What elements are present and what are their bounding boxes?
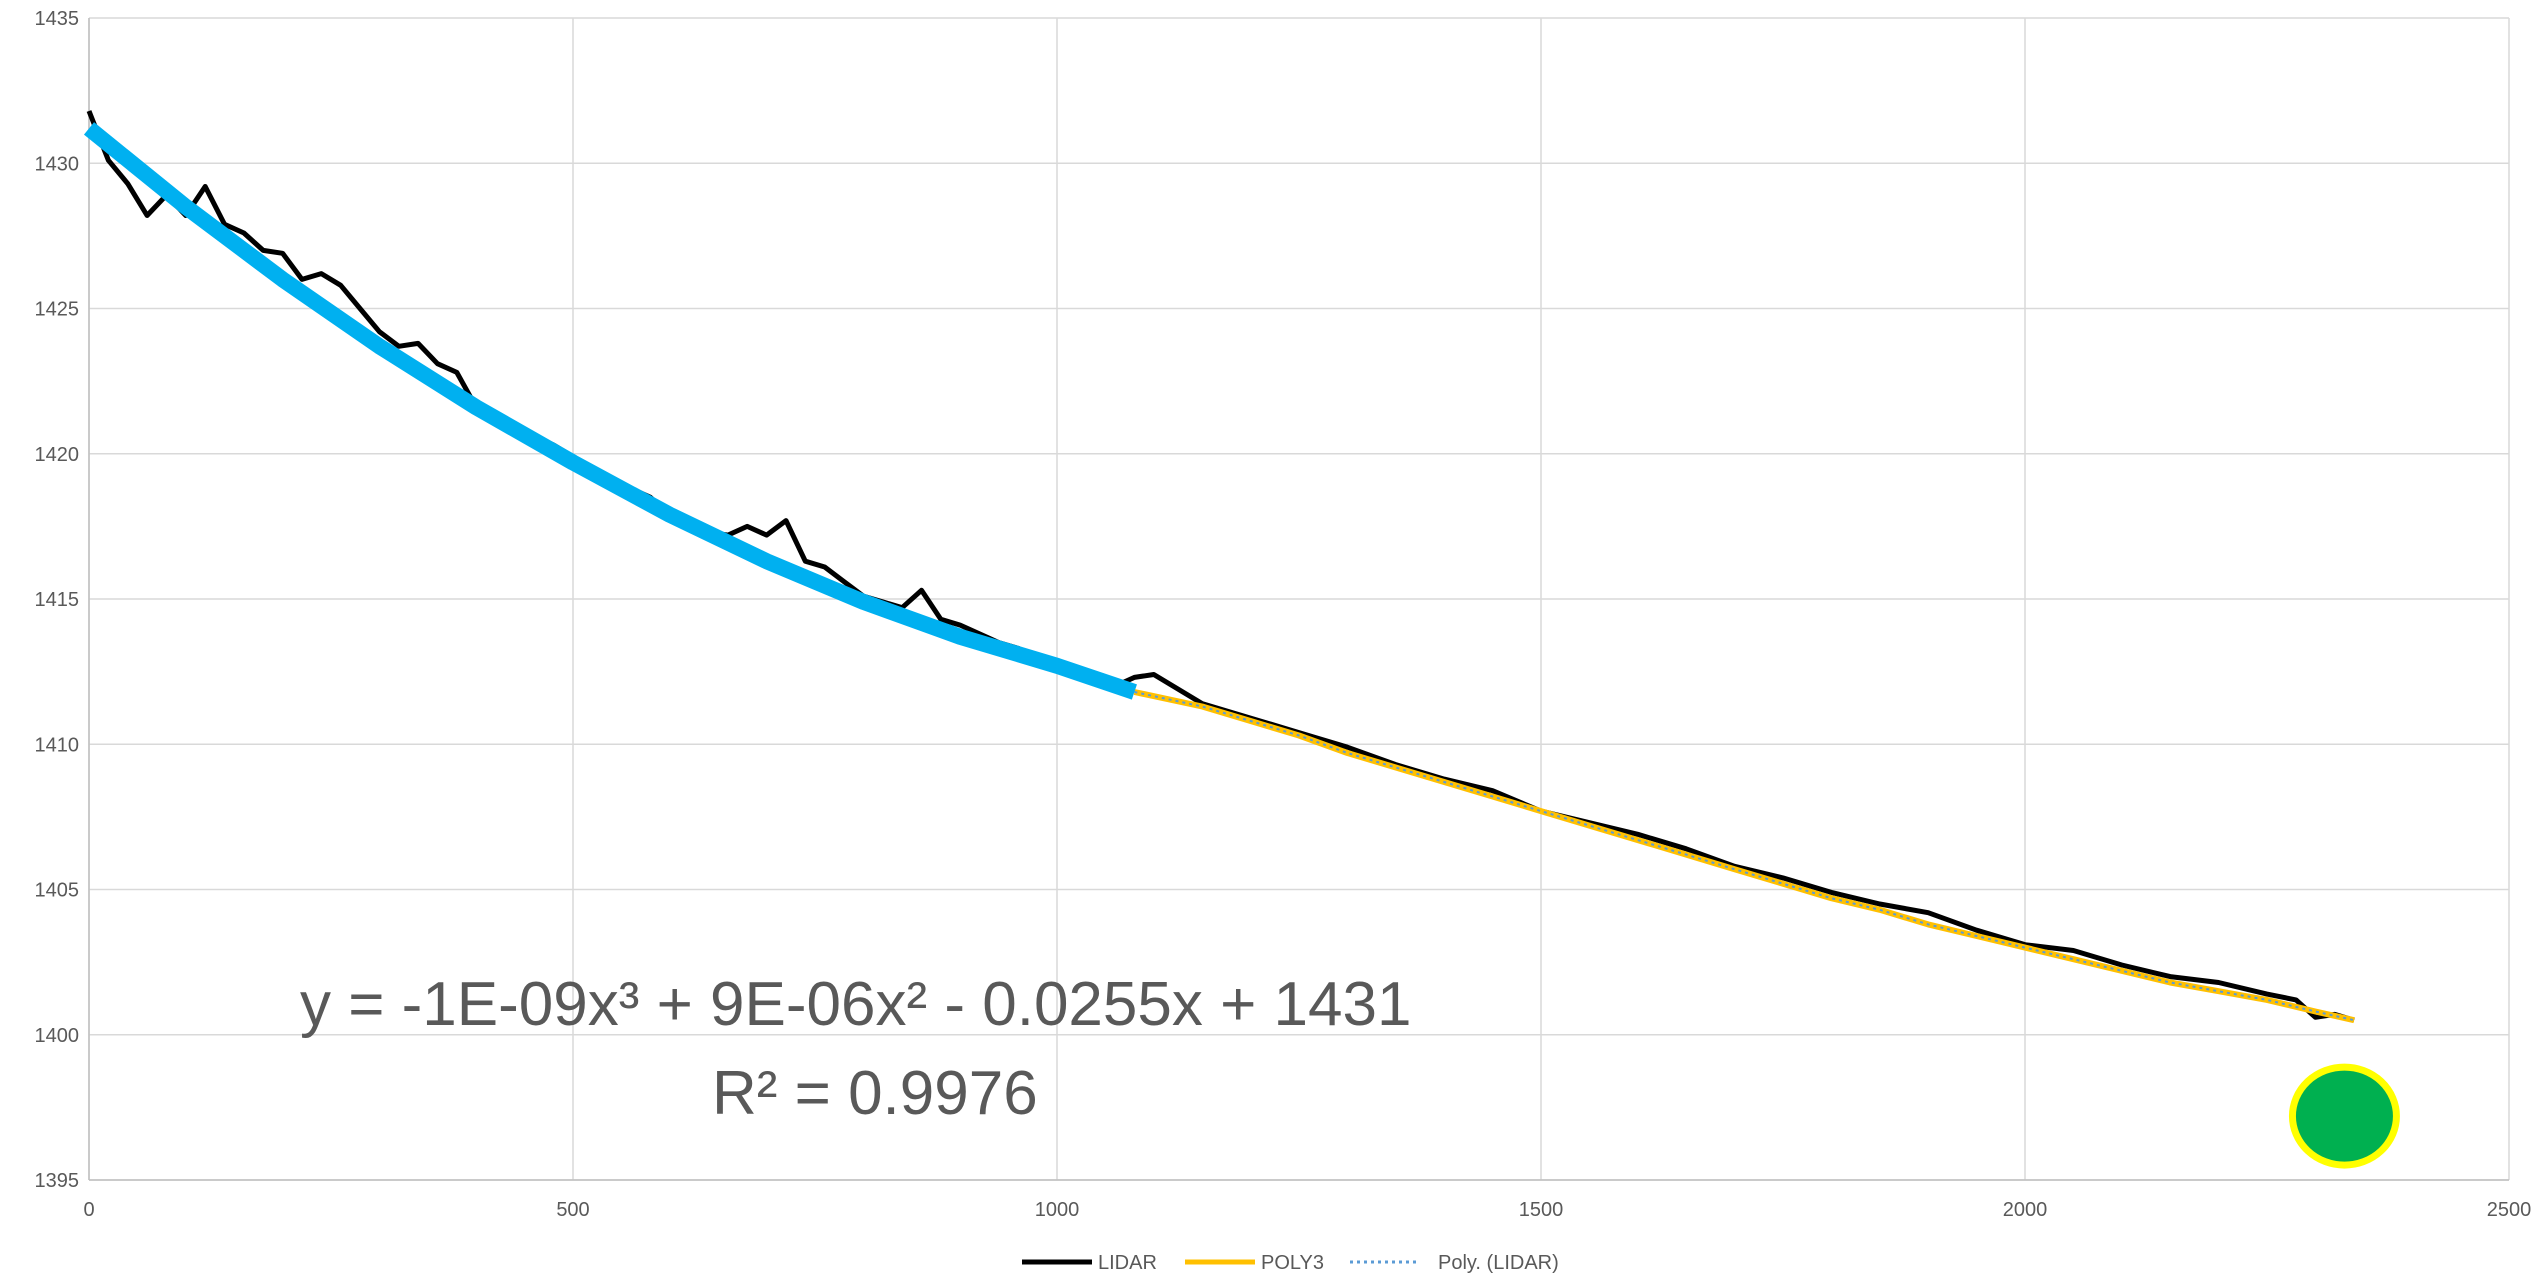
y-tick-label: 1430	[35, 153, 80, 175]
legend-label: LIDAR	[1098, 1252, 1157, 1274]
marker-layer	[2288, 1063, 2400, 1169]
y-tick-label: 1405	[35, 880, 80, 902]
x-tick-label: 0	[83, 1199, 94, 1221]
y-tick-label: 1400	[35, 1025, 80, 1047]
x-tick-label: 1500	[1519, 1199, 1564, 1221]
r-squared-label: R² = 0.9976	[712, 1059, 1038, 1128]
target-marker	[2288, 1063, 2400, 1169]
y-tick-label: 1395	[35, 1170, 80, 1192]
x-tick-label: 500	[556, 1199, 589, 1221]
trendline-dotted-overlay	[1134, 691, 2355, 1022]
legend-label: Poly. (LIDAR)	[1438, 1252, 1559, 1274]
grid-layer	[88, 17, 2510, 1181]
y-tick-label: 1425	[35, 299, 80, 321]
y-tick-label: 1415	[35, 589, 80, 611]
series-line-lidar	[86, 110, 2355, 1023]
y-tick-label: 1410	[35, 734, 80, 756]
axis-layer: 1395 1400 1405 1410 1415 1420 1425 1430 1435 0 500…	[35, 8, 2532, 1221]
annotation-layer: y = -1E-09x³ + 9E-06x² - 0.0255x + 1431 …	[300, 970, 1411, 1128]
y-tick-label: 1435	[35, 8, 80, 30]
series-layer	[83, 110, 2355, 1024]
y-tick-label: 1420	[35, 444, 80, 466]
x-tick-label: 1000	[1035, 1199, 1080, 1221]
legend: LIDAR POLY3 Poly. (LIDAR)	[1022, 1252, 1559, 1274]
series-line-poly-lidar	[83, 122, 1137, 700]
x-tick-label: 2000	[2003, 1199, 2048, 1221]
legend-label: POLY3	[1261, 1252, 1324, 1274]
x-tick-label: 2500	[2487, 1199, 2532, 1221]
trendline-equation: y = -1E-09x³ + 9E-06x² - 0.0255x + 1431	[300, 970, 1411, 1039]
